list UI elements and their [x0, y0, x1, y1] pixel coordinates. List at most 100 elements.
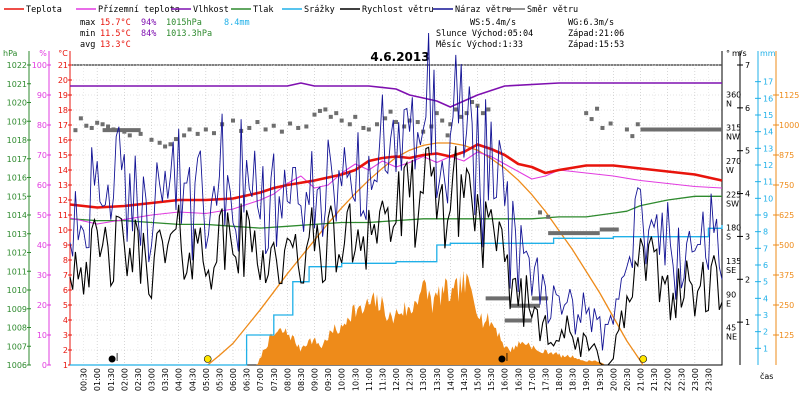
wind-direction-point — [429, 124, 434, 129]
wind-direction-point — [448, 122, 453, 127]
wind-direction-point — [361, 125, 366, 130]
x-tick-label: 05:00 — [202, 368, 211, 391]
tick-label-solar: 750 — [779, 181, 794, 190]
tick-label-solar: 1125 — [779, 91, 799, 100]
tick-label-ms: 5 — [745, 147, 750, 156]
wind-direction-point — [84, 123, 89, 128]
wind-direction-point — [407, 118, 412, 123]
stat-min-label: min — [80, 29, 95, 39]
tick-label-degc: 18 — [58, 106, 68, 115]
x-tick-label: 10:00 — [338, 368, 347, 391]
wind-direction-point — [328, 114, 333, 119]
tick-label-mm: 5 — [763, 278, 768, 287]
stat-avg-temp: 13.3°C — [100, 40, 131, 50]
tick-label-pct: 0 — [42, 361, 47, 370]
wind-direction-point — [546, 214, 551, 219]
legend: Teplota Přízemní teplota Vlhkost Tlak Sr… — [4, 5, 578, 15]
tick-label-hpa: 1012 — [7, 249, 27, 258]
stat-moonset: Západ:15:53 — [568, 40, 624, 50]
stat-sunrise: Slunce Východ:05:04 — [436, 29, 533, 39]
tick-label-degc: 10 — [58, 226, 68, 235]
tick-label-hpa: 1022 — [7, 61, 27, 70]
tick-label-degc: 7 — [63, 271, 68, 280]
tick-label-dir-name: SW — [726, 199, 739, 208]
tick-label-degc: 1 — [63, 361, 68, 370]
series-solar-curve — [207, 142, 644, 366]
x-tick-label: 09:00 — [311, 368, 320, 391]
stat-max-hum: 94% — [141, 18, 156, 28]
tick-label-mm: 11 — [763, 178, 773, 187]
solar-radiation-area — [254, 270, 608, 365]
legend-label-rain: Srážky — [304, 5, 335, 15]
tick-label-pct: 80 — [37, 121, 47, 130]
tick-label-hpa: 1013 — [7, 230, 27, 239]
tick-label-dir-name: NW — [726, 133, 740, 142]
tick-label-hpa: 1010 — [7, 286, 27, 295]
tick-label-ms: 1 — [745, 318, 750, 327]
wind-direction-point — [480, 111, 485, 116]
tick-label-degc: 13 — [58, 181, 68, 190]
wind-direction-point — [317, 108, 322, 113]
x-tick-label: 07:30 — [270, 368, 279, 391]
legend-label-temp: Teplota — [26, 5, 62, 15]
tick-label-hpa: 1018 — [7, 136, 27, 145]
tick-label-pct: 10 — [37, 331, 47, 340]
sun-event-marker — [203, 355, 212, 363]
x-tick-label: 15:00 — [474, 368, 483, 391]
tick-label-dir-name: N — [726, 99, 732, 108]
tick-label-degc: 12 — [58, 196, 68, 205]
chart-title: 4.6.2013 — [370, 50, 429, 64]
tick-label-dir-deg: 225 — [726, 190, 741, 199]
tick-label-ms: 6 — [745, 104, 750, 113]
tick-label-hpa: 1017 — [7, 155, 27, 164]
wind-direction-point — [635, 122, 640, 127]
grid — [69, 64, 723, 366]
wind-direction-point — [537, 210, 542, 215]
wind-direction-point — [339, 118, 344, 123]
wind-direction-point — [347, 122, 352, 127]
tick-label-mm: 4 — [763, 294, 768, 303]
axis-title-degc: °C — [58, 49, 68, 58]
tick-label-dir-deg: 135 — [726, 257, 741, 266]
x-tick-label: 08:30 — [297, 368, 306, 391]
tick-label-dir-name: SE — [726, 266, 736, 275]
legend-label-dir: Směr větru — [527, 5, 578, 15]
wind-direction-point — [149, 137, 154, 142]
tick-label-mm: 1 — [763, 344, 768, 353]
x-tick-label: 20:00 — [609, 368, 618, 391]
stat-rain-total: 8.4mm — [224, 18, 250, 28]
wind-direction-point — [584, 111, 589, 116]
tick-label-pct: 30 — [37, 271, 47, 280]
tick-label-ms: 4 — [745, 190, 750, 199]
tick-label-solar: 500 — [779, 241, 794, 250]
wind-direction-point — [589, 117, 594, 122]
tick-label-dir-name: S — [726, 233, 731, 242]
wind-direction-point — [296, 125, 301, 130]
axis-title-mm: mm — [760, 49, 776, 58]
x-tick-label: 00:30 — [80, 368, 89, 391]
wind-direction-point — [464, 111, 469, 116]
moon-event-marker — [108, 355, 116, 363]
wind-direction-point — [470, 100, 475, 105]
tick-label-degc: 16 — [58, 136, 68, 145]
tick-label-dir-deg: 315 — [726, 124, 741, 133]
tick-label-hpa: 1008 — [7, 324, 27, 333]
series-rain — [70, 225, 723, 366]
wind-direction-point — [440, 118, 445, 123]
wind-direction-point — [78, 116, 83, 121]
wind-direction-point — [630, 134, 635, 139]
wind-direction-point — [157, 140, 162, 145]
tick-label-degc: 2 — [63, 346, 68, 355]
wind-direction-point — [127, 133, 132, 138]
moon-event-marker — [498, 355, 506, 363]
stat-moonrise: Měsíc Východ:1:33 — [436, 40, 523, 50]
tick-label-degc: 3 — [63, 331, 68, 340]
tick-label-ms: 2 — [745, 275, 750, 284]
wind-direction-point — [600, 125, 605, 130]
legend-item-wind: Rychlost větru — [340, 5, 434, 15]
legend-item-temp: Teplota — [4, 5, 62, 15]
x-axis-title: čas — [760, 371, 773, 381]
tick-label-degc: 14 — [58, 166, 68, 175]
series-wind-speed — [69, 145, 723, 366]
x-tick-label: 01:30 — [107, 368, 116, 391]
